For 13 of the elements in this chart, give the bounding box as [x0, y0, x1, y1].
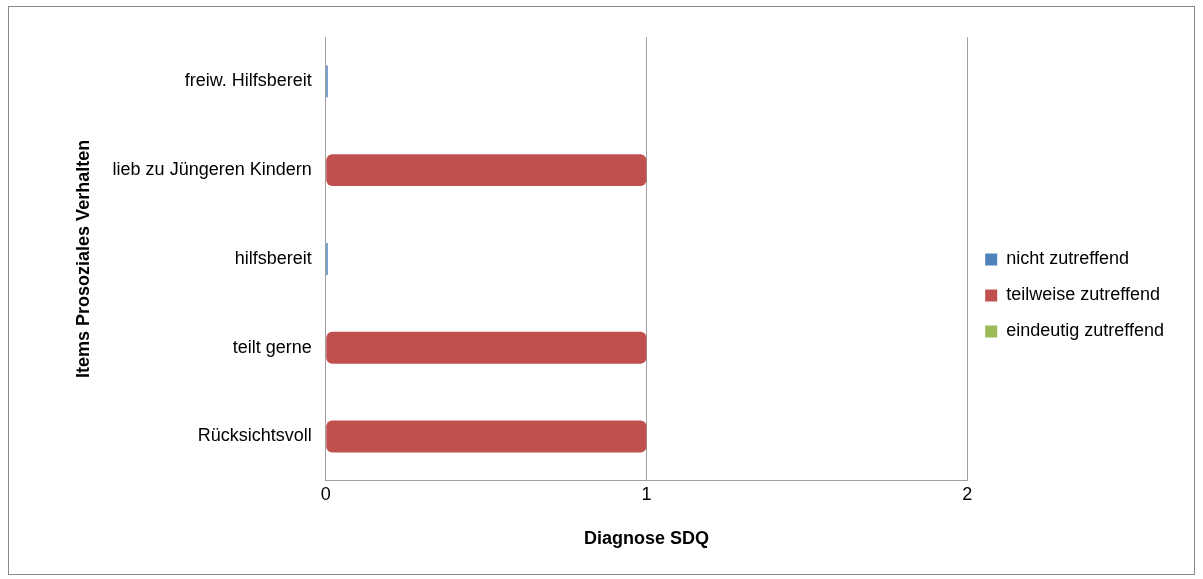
x-axis-title: Diagnose SDQ — [583, 528, 709, 549]
legend-label: nicht zutreffend — [1006, 248, 1129, 269]
x-tick-label: 0 — [320, 483, 331, 504]
y-tick-label: Rücksichtsvoll — [197, 425, 312, 446]
legend-label: teilweise zutreffend — [1006, 284, 1160, 305]
x-tick-label: 2 — [962, 483, 973, 504]
legend-label: eindeutig zutreffend — [1006, 320, 1165, 341]
y-tick-label: teilt gerne — [232, 336, 312, 357]
y-tick-label: lieb zu Jüngeren Kindern — [112, 159, 312, 180]
y-tick-label: hilfsbereit — [234, 247, 312, 268]
y-axis-title: Items Prosoziales Verhalten — [72, 139, 93, 378]
y-tick-label: freiw. Hilfsbereit — [184, 70, 312, 91]
x-tick-label: 1 — [641, 483, 652, 504]
